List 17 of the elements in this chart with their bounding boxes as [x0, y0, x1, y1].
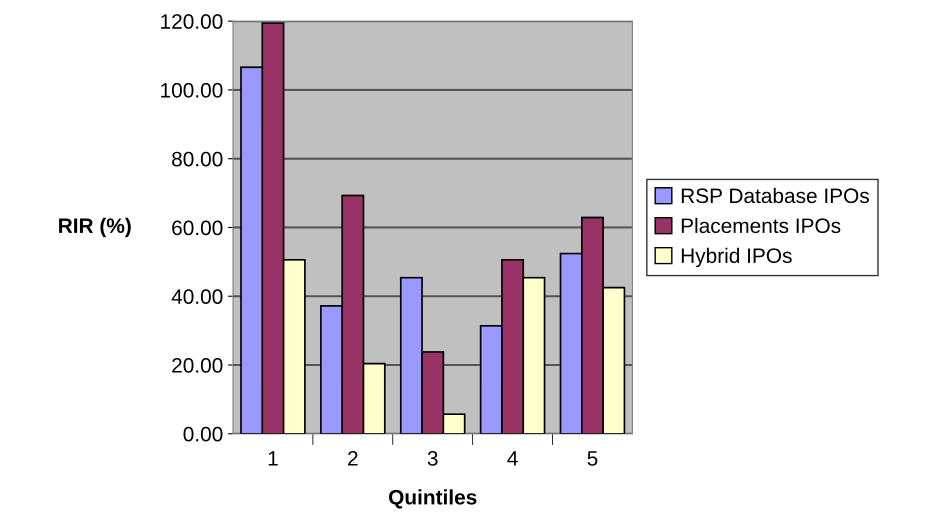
y-tick-label: 20.00 — [172, 358, 222, 373]
y-tick-label: 60.00 — [172, 220, 222, 236]
legend-label: Hybrid IPOs — [682, 248, 792, 268]
x-tick-label: 1 — [268, 451, 278, 466]
x-tick-label: 3 — [428, 450, 438, 466]
y-axis-title: RIR (%) — [59, 218, 131, 238]
legend-label: RSP Database IPOs — [682, 188, 869, 204]
x-tick-label: 5 — [588, 451, 598, 466]
y-tick-label: 100.00 — [161, 82, 222, 98]
x-tick-label: 4 — [507, 451, 518, 466]
y-tick-label: 40.00 — [172, 289, 222, 304]
x-tick-label: 2 — [348, 450, 358, 466]
y-tick-label: 80.00 — [172, 152, 222, 166]
y-tick-label: 0.00 — [184, 426, 222, 442]
x-axis-title: Quintiles — [389, 489, 476, 509]
y-tick-label: 120.00 — [161, 14, 222, 29]
legend-label: Placements IPOs — [682, 218, 840, 234]
